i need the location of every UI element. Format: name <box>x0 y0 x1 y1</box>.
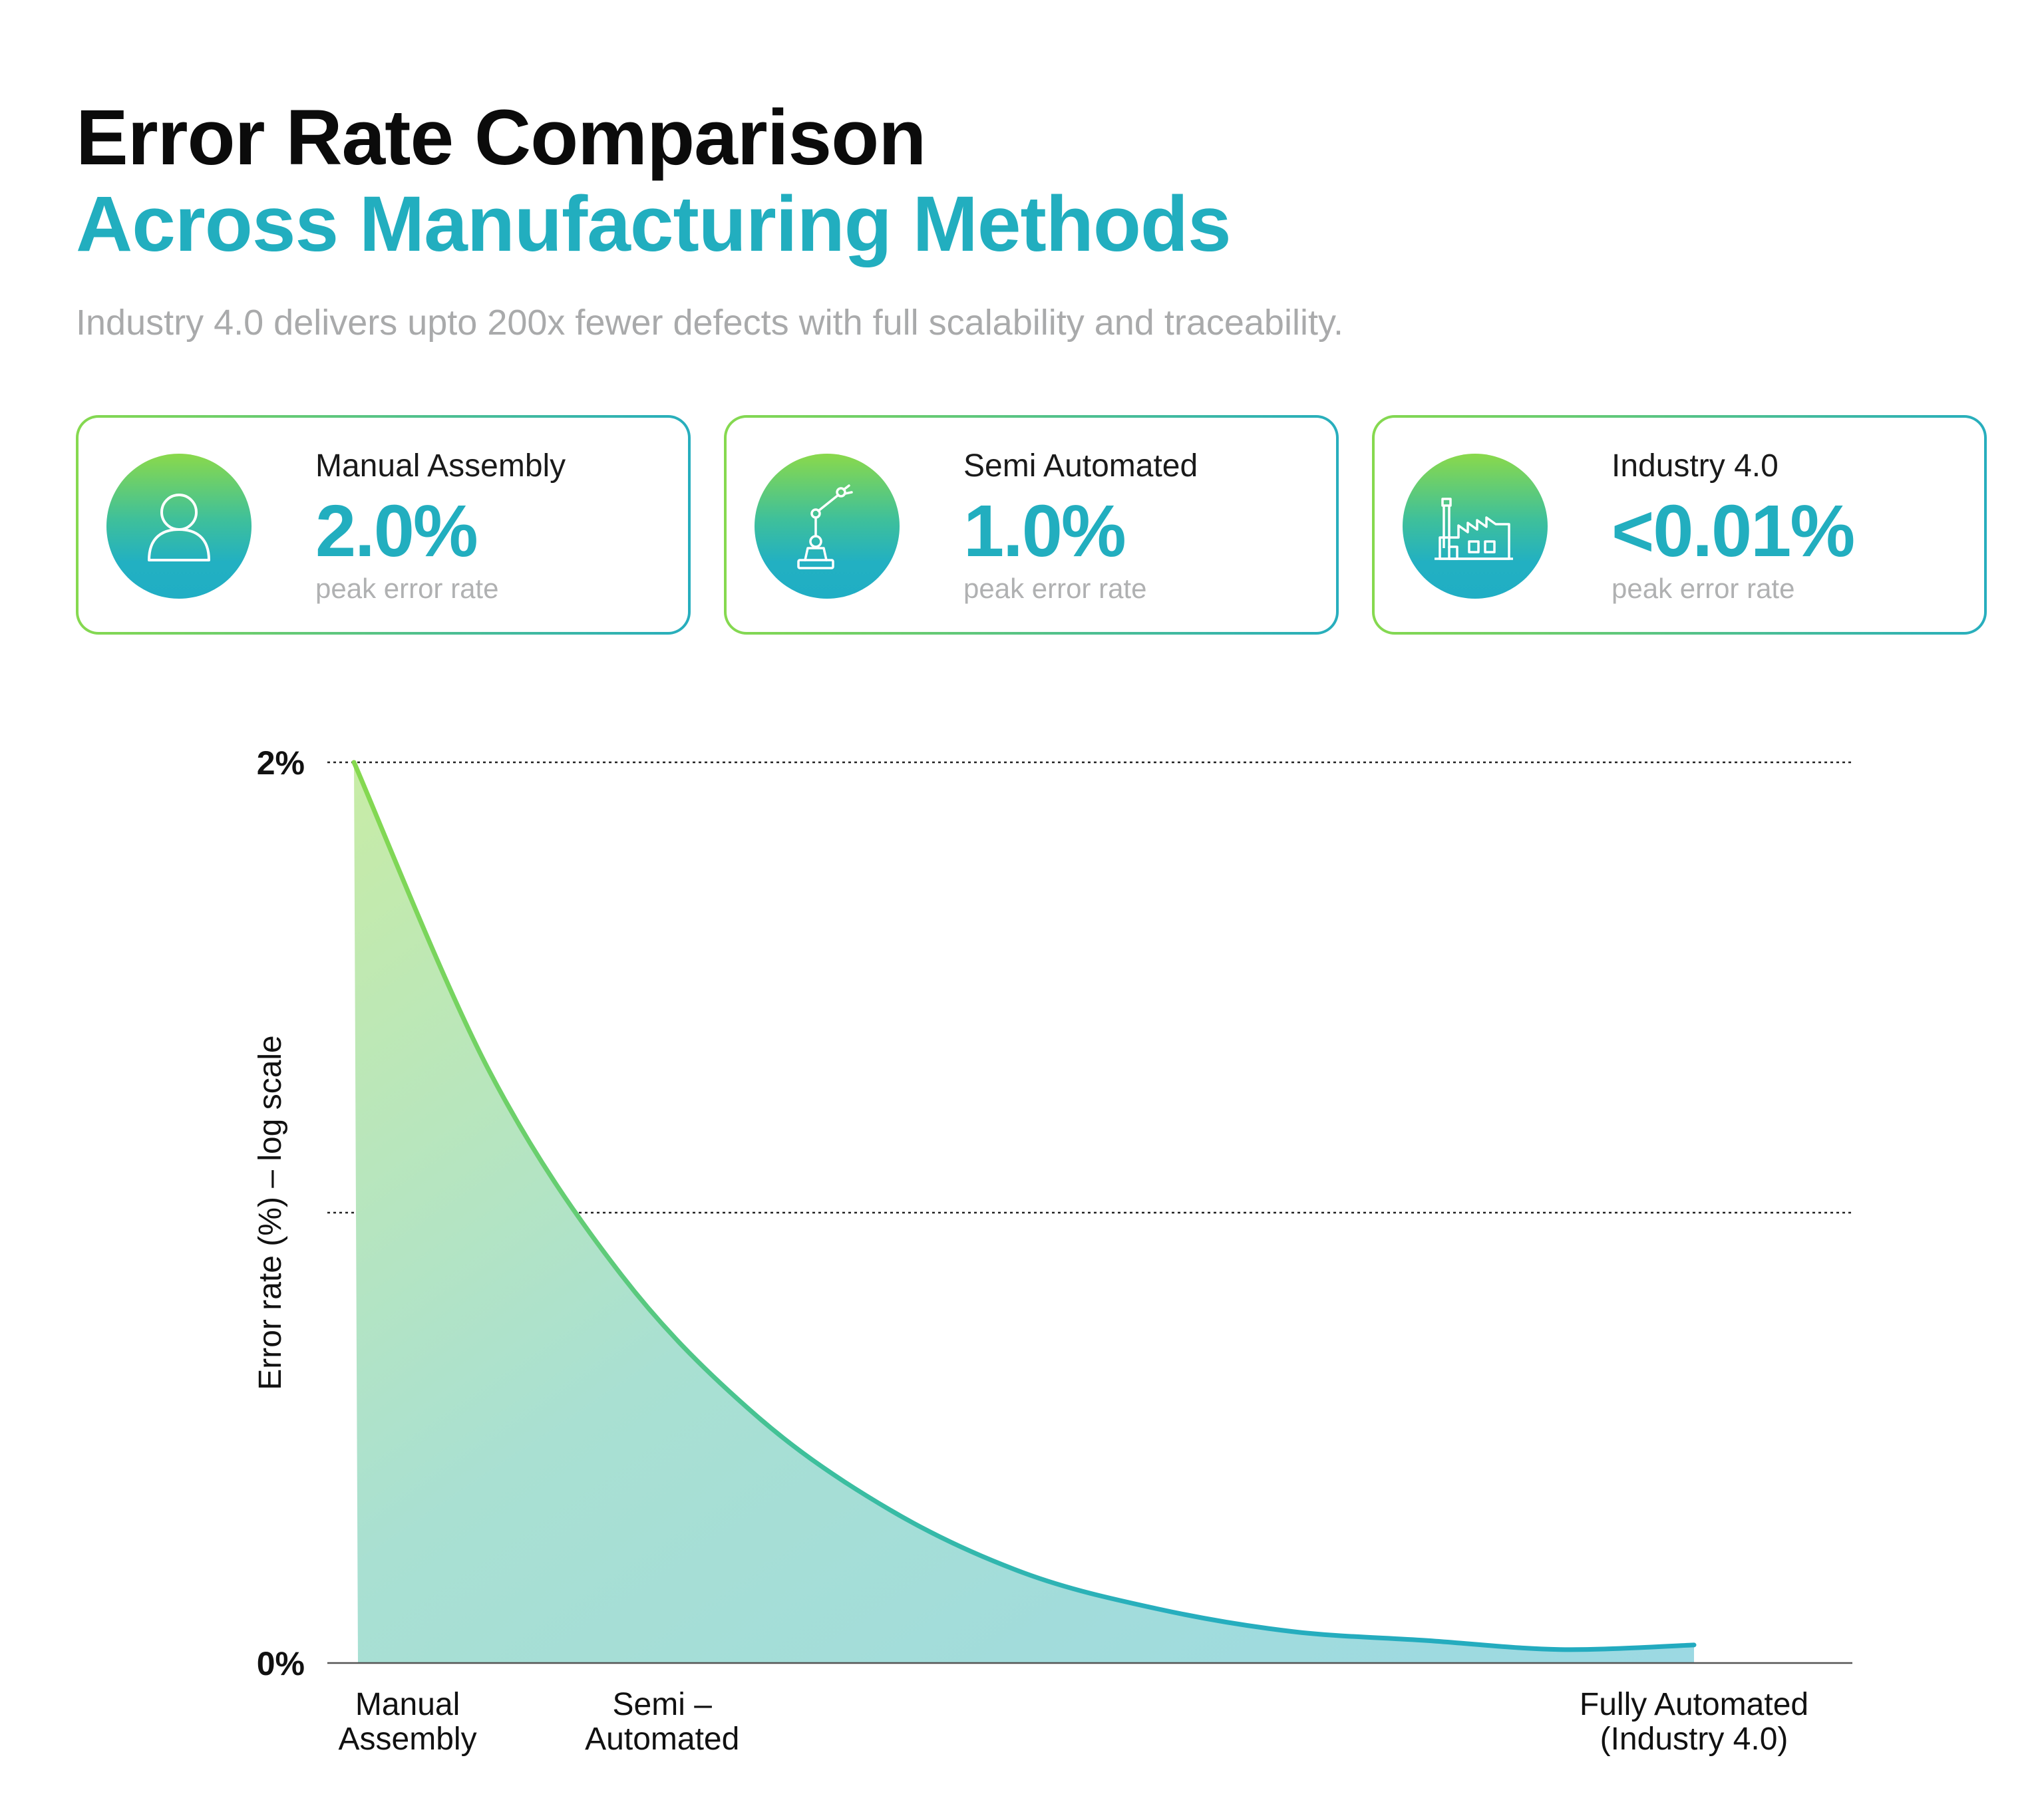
y-tick-label: 0% <box>257 1645 305 1682</box>
y-tick-label: 2% <box>257 744 305 782</box>
card-caption: peak error rate <box>963 573 1147 604</box>
y-axis-label: Error rate (%) – log scale <box>253 1035 288 1390</box>
card-caption: peak error rate <box>1612 573 1795 604</box>
card-label: Semi Automated <box>963 448 1198 484</box>
stat-card-semi: Semi Automated 1.0% peak error rate <box>724 415 1339 635</box>
card-value: <0.01% <box>1612 490 1855 572</box>
card-label: Industry 4.0 <box>1612 448 1779 484</box>
x-category-label: Manual <box>355 1687 460 1722</box>
card-value: 2.0% <box>315 490 478 572</box>
page-subtitle: Industry 4.0 delivers upto 200x fewer de… <box>76 303 1343 343</box>
x-category-label: (Industry 4.0) <box>1600 1722 1788 1757</box>
x-category-label: Assembly <box>339 1722 477 1757</box>
card-label: Manual Assembly <box>315 448 566 484</box>
stat-card-industry: Industry 4.0 <0.01% peak error rate <box>1372 415 1987 635</box>
x-category-label: Semi – <box>613 1687 713 1722</box>
page-title-line1: Error Rate Comparison <box>76 94 926 182</box>
person-icon <box>106 454 252 599</box>
card-value: 1.0% <box>963 490 1126 572</box>
x-category-label: Automated <box>585 1722 739 1757</box>
area-line <box>351 760 1697 1652</box>
x-category-label: Fully Automated <box>1580 1687 1808 1722</box>
stat-card-manual: Manual Assembly 2.0% peak error rate <box>76 415 691 635</box>
page-title-line2: Across Manufacturing Methods <box>76 180 1232 268</box>
robot-arm-icon <box>755 454 900 599</box>
area-fill <box>354 762 1694 1663</box>
factory-icon <box>1403 454 1548 599</box>
card-caption: peak error rate <box>315 573 499 604</box>
